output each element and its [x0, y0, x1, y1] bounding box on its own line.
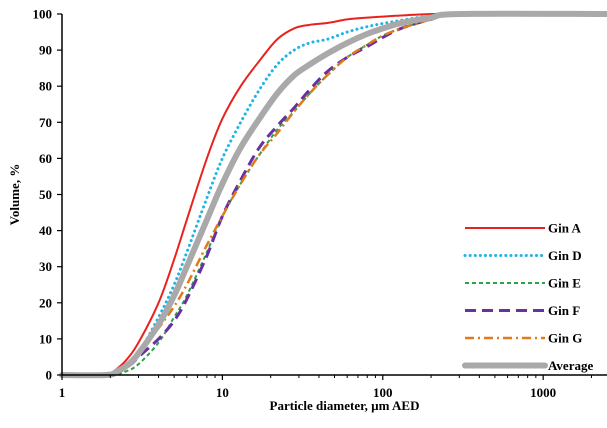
y-tick-label: 60	[39, 151, 52, 166]
legend-label-gin-e: Gin E	[548, 276, 581, 291]
series-line-gin-f	[61, 12, 607, 377]
x-tick-label: 1000	[530, 385, 556, 400]
y-tick-label: 70	[39, 115, 52, 130]
y-tick-label: 40	[39, 223, 52, 238]
series-line-average	[59, 10, 607, 379]
legend-label-gin-a: Gin A	[548, 221, 581, 236]
x-tick-label: 10	[216, 385, 229, 400]
x-axis-title: Particle diameter, µm AED	[270, 398, 420, 413]
series-line-gin-a	[61, 12, 607, 377]
series-line-gin-e	[61, 12, 607, 377]
y-tick-label: 50	[39, 187, 52, 202]
legend-label-average: Average	[548, 358, 593, 373]
y-tick-label: 20	[39, 295, 52, 310]
y-axis-ticks: 0 10 20 30 40 50 60 70 80 90 100	[33, 7, 62, 383]
legend-label-gin-f: Gin F	[548, 303, 580, 318]
legend-label-gin-d: Gin D	[548, 248, 582, 263]
legend-label-gin-g: Gin G	[548, 331, 582, 346]
legend: Gin A Gin D Gin E Gin F Gin G Average	[462, 221, 593, 373]
y-tick-label: 0	[46, 368, 53, 383]
y-tick-label: 80	[39, 79, 52, 94]
plot-lines	[59, 10, 607, 379]
y-tick-label: 90	[39, 43, 52, 58]
x-tick-label: 1	[59, 385, 66, 400]
y-axis-title: Volume, %	[7, 164, 22, 226]
x-axis-ticks: 1 10 100 1000	[59, 375, 592, 400]
y-tick-label: 30	[39, 259, 52, 274]
y-tick-label: 10	[39, 331, 52, 346]
y-tick-label: 100	[33, 7, 53, 22]
x-tick-label: 100	[373, 385, 393, 400]
